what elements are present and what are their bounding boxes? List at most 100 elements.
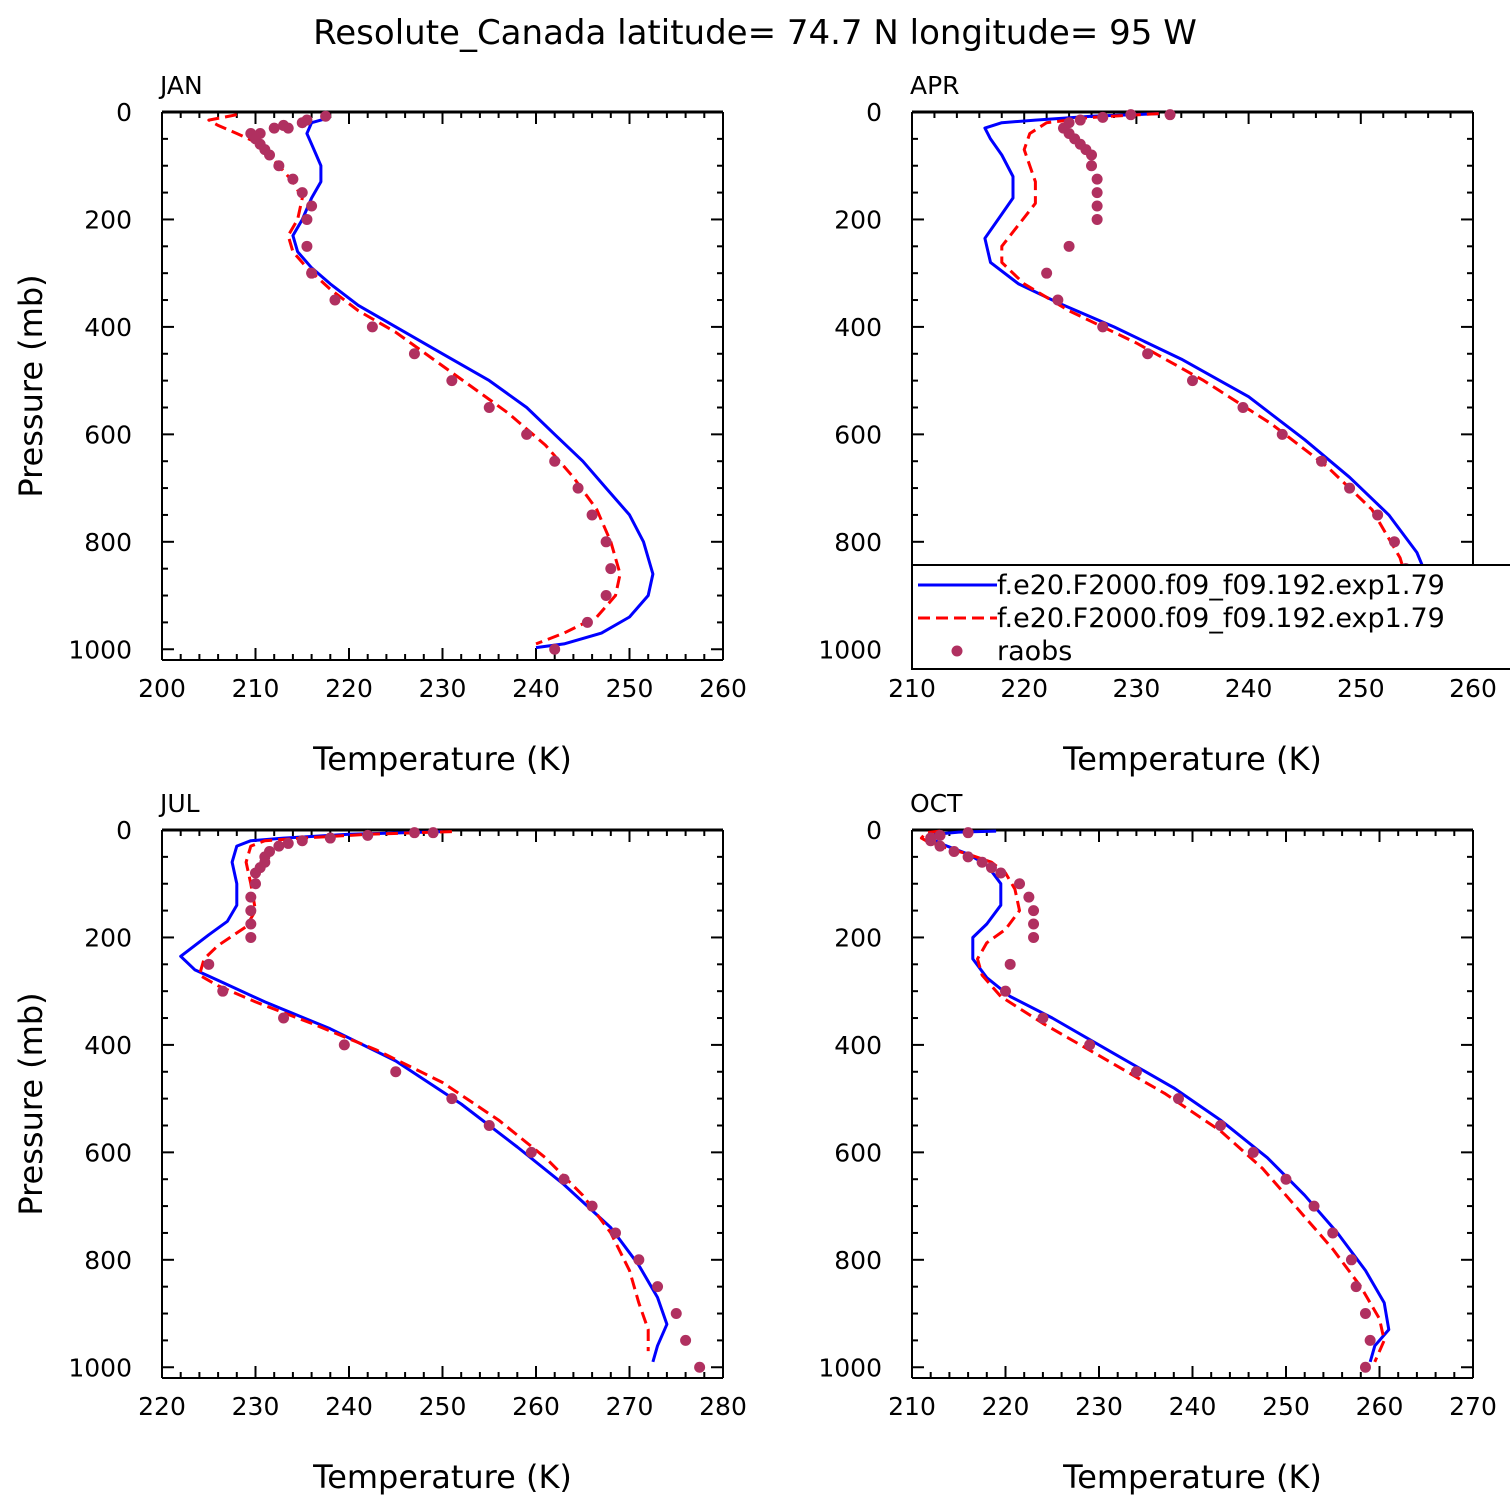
y-tick-label: 600 <box>834 420 882 449</box>
x-tick-label: 260 <box>699 674 747 703</box>
obs-point <box>1091 213 1103 225</box>
x-tick-label: 210 <box>232 674 280 703</box>
x-tick-label: 250 <box>1262 1392 1310 1421</box>
figure-title: Resolute_Canada latitude= 74.7 N longitu… <box>313 13 1197 53</box>
y-tick-label: 200 <box>834 923 882 952</box>
obs-point <box>1276 428 1288 440</box>
y-tick-label: 600 <box>84 420 132 449</box>
obs-point <box>1350 1281 1362 1293</box>
x-tick-label: 240 <box>1169 1392 1217 1421</box>
obs-point <box>1091 187 1103 199</box>
obs-point <box>217 985 229 997</box>
obs-point <box>1388 536 1400 548</box>
obs-point <box>1028 918 1040 930</box>
obs-point <box>1359 1361 1371 1373</box>
obs-point <box>586 1200 598 1212</box>
obs-point <box>1086 160 1098 172</box>
x-tick-label: 220 <box>138 1392 186 1421</box>
obs-point <box>600 590 612 602</box>
plot-area <box>919 827 1391 1373</box>
obs-point <box>1028 931 1040 943</box>
obs-point <box>390 1066 402 1078</box>
obs-point <box>446 375 458 387</box>
obs-point <box>301 213 313 225</box>
obs-point <box>446 1093 458 1105</box>
obs-point <box>427 827 439 839</box>
obs-point <box>652 1281 664 1293</box>
y-tick-label: 400 <box>84 1031 132 1060</box>
y-tick-label: 400 <box>84 313 132 342</box>
obs-point <box>1052 294 1064 306</box>
y-tick-label: 1000 <box>68 1353 132 1382</box>
obs-point <box>1164 109 1176 121</box>
obs-point <box>301 240 313 252</box>
x-tick-label: 260 <box>512 1392 560 1421</box>
obs-point <box>408 827 420 839</box>
obs-point <box>1000 985 1011 997</box>
x-tick-label: 220 <box>325 674 373 703</box>
obs-point <box>694 1361 706 1373</box>
y-axis-title: Pressure (mb) <box>12 274 50 497</box>
obs-point <box>1130 1066 1142 1078</box>
obs-point <box>483 1119 495 1131</box>
x-tick-label: 240 <box>1225 674 1273 703</box>
obs-point <box>1327 1227 1339 1239</box>
x-tick-label: 220 <box>1000 674 1048 703</box>
legend: f.e20.F2000.f09_f09.192.exp1.79f.e20.F20… <box>911 564 1510 670</box>
obs-point <box>273 840 285 852</box>
obs-point <box>572 482 584 494</box>
obs-point <box>306 267 318 279</box>
series-line-dashed-red <box>207 113 622 646</box>
obs-point <box>586 509 598 521</box>
x-tick-label: 270 <box>1449 1392 1497 1421</box>
x-tick-label: 230 <box>232 1392 280 1421</box>
obs-point <box>324 832 336 844</box>
series-line-dashed-red <box>197 830 650 1352</box>
obs-point <box>1091 173 1103 185</box>
obs-point <box>338 1039 350 1051</box>
obs-point <box>1247 1146 1259 1158</box>
y-tick-label: 0 <box>866 816 882 845</box>
x-tick-label: 230 <box>1113 674 1161 703</box>
obs-point <box>1097 321 1109 333</box>
y-tick-label: 400 <box>834 1031 882 1060</box>
obs-point <box>296 187 308 199</box>
y-tick-label: 800 <box>84 528 132 557</box>
obs-point <box>1308 1200 1320 1212</box>
obs-point <box>962 851 974 863</box>
plot-area <box>179 827 706 1373</box>
y-tick-label: 1000 <box>68 635 132 664</box>
x-tick-label: 240 <box>325 1392 373 1421</box>
obs-point <box>245 918 257 930</box>
obs-point <box>1125 109 1137 121</box>
y-tick-label: 0 <box>116 98 132 127</box>
y-tick-label: 400 <box>834 313 882 342</box>
series-line-dashed-red <box>919 829 1386 1363</box>
obs-point <box>1359 1308 1371 1320</box>
obs-point <box>282 122 294 134</box>
y-axis-title: Pressure (mb) <box>12 992 50 1215</box>
obs-point <box>1028 905 1040 917</box>
obs-point <box>1063 240 1075 252</box>
x-tick-label: 250 <box>606 674 654 703</box>
legend-label: raobs <box>997 636 1072 667</box>
y-tick-label: 600 <box>84 1138 132 1167</box>
obs-point <box>1097 111 1109 123</box>
obs-point <box>287 173 299 185</box>
x-tick-label: 280 <box>699 1392 747 1421</box>
x-tick-label: 240 <box>512 674 560 703</box>
series-line-dashed-red <box>1000 112 1413 645</box>
obs-point <box>1344 482 1356 494</box>
obs-point <box>1023 891 1035 903</box>
panel-oct: 210 220 230 240 250 260 270 0 200 400 600 800 1000 OC… <box>818 789 1496 1496</box>
obs-point <box>985 862 997 874</box>
y-tick-label: 1000 <box>818 635 882 664</box>
x-tick-label: 230 <box>1075 1392 1123 1421</box>
obs-point <box>605 563 617 575</box>
obs-point <box>278 1012 290 1024</box>
obs-point <box>329 294 341 306</box>
y-tick-label: 0 <box>116 816 132 845</box>
obs-point <box>549 643 561 655</box>
y-tick-label: 800 <box>834 1246 882 1275</box>
